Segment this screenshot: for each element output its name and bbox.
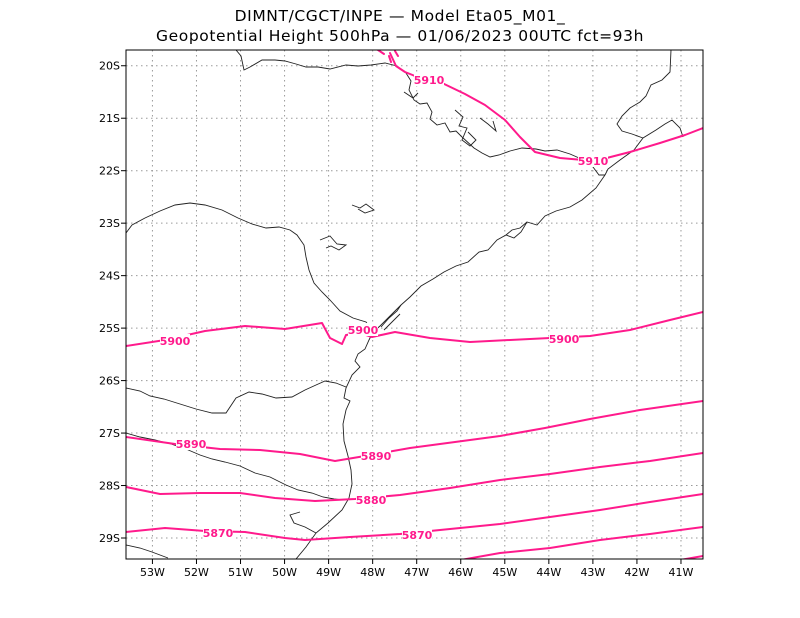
coast-pr-sc bbox=[295, 331, 374, 559]
contour-5880 bbox=[126, 452, 703, 502]
x-tick-label: 50W bbox=[272, 566, 297, 579]
contour-label: 5870 bbox=[402, 528, 433, 542]
contour-label-text: 5890 bbox=[361, 450, 392, 463]
contour-label-text: 5890 bbox=[176, 438, 207, 451]
contour-5860 bbox=[460, 526, 703, 559]
coast-ilha-grande bbox=[505, 221, 528, 236]
x-tick-label: 45W bbox=[492, 566, 517, 579]
contour-closed-north bbox=[377, 50, 399, 63]
border-rs-uy bbox=[126, 544, 169, 559]
y-tick-label: 23S bbox=[99, 217, 120, 230]
contour-label: 5910 bbox=[414, 73, 445, 87]
y-tick-label: 29S bbox=[99, 532, 120, 545]
reservoir-5 bbox=[403, 91, 419, 99]
x-tick-label: 47W bbox=[404, 566, 429, 579]
contour-label-text: 5900 bbox=[549, 333, 580, 346]
state-border-sp-pr bbox=[126, 202, 374, 333]
axes: 53W 52W 51W 50W 49W 48W 47W 46W 45W 44W 43W 42W 41W 2… bbox=[99, 60, 694, 579]
state-border-mg-sp bbox=[235, 50, 605, 176]
state-border-es bbox=[616, 50, 672, 139]
bay-paranagua bbox=[380, 304, 402, 331]
title-line-2: Geopotential Height 500hPa — 01/06/2023 … bbox=[155, 27, 644, 45]
contour-label: 5900 bbox=[160, 334, 191, 348]
contour-label: 5910 bbox=[578, 154, 609, 168]
state-border-sc-rs bbox=[126, 432, 345, 501]
contour-label-text: 5910 bbox=[414, 74, 445, 87]
x-tick-label: 43W bbox=[580, 566, 605, 579]
lagoon-shore bbox=[289, 511, 317, 534]
contour-label-text: 5900 bbox=[348, 324, 379, 337]
contour-label-text: 5870 bbox=[203, 527, 234, 540]
contour-label-text: 5870 bbox=[402, 529, 433, 542]
graticule bbox=[126, 50, 703, 559]
state-border-mg-rj bbox=[604, 119, 684, 176]
contour-labels: 5910 5910 5900 5900 5900 5890 bbox=[160, 73, 609, 542]
coast-sp-rj bbox=[372, 174, 606, 333]
x-tick-label: 44W bbox=[536, 566, 561, 579]
contour-lines bbox=[126, 50, 703, 559]
x-tick-label: 41W bbox=[669, 566, 694, 579]
contour-5900 bbox=[126, 311, 703, 347]
y-tick-label: 24S bbox=[99, 270, 120, 283]
contour-label: 5880 bbox=[356, 493, 387, 507]
contour-label: 5900 bbox=[348, 323, 379, 337]
contour-label: 5900 bbox=[549, 332, 580, 346]
y-tick-label: 28S bbox=[99, 480, 120, 493]
contour-label: 5870 bbox=[203, 526, 234, 540]
y-tick-label: 26S bbox=[99, 375, 120, 388]
contour-label-text: 5880 bbox=[356, 494, 387, 507]
reservoir-2 bbox=[479, 117, 497, 133]
x-tick-label: 51W bbox=[228, 566, 253, 579]
coastline-and-borders bbox=[126, 50, 684, 559]
contour-5850 bbox=[679, 555, 703, 559]
x-tick-label: 53W bbox=[140, 566, 165, 579]
contour-5890 bbox=[126, 400, 703, 462]
state-border-pr-sc bbox=[126, 380, 347, 414]
reservoir-4 bbox=[319, 235, 348, 251]
title-line-1: DIMNT/CGCT/INPE — Model Eta05_M01_ bbox=[234, 7, 566, 25]
reservoir-1 bbox=[454, 109, 477, 147]
x-tick-label: 52W bbox=[184, 566, 209, 579]
map-frame bbox=[125, 49, 704, 560]
y-tick-label: 27S bbox=[99, 427, 120, 440]
x-tick-label: 46W bbox=[448, 566, 473, 579]
x-tick-label: 49W bbox=[316, 566, 341, 579]
x-tick-label: 42W bbox=[624, 566, 649, 579]
contour-label: 5890 bbox=[361, 449, 392, 463]
y-tick-label: 21S bbox=[99, 112, 120, 125]
contour-label: 5890 bbox=[176, 437, 207, 451]
y-tick-label: 20S bbox=[99, 60, 120, 73]
y-tick-label: 25S bbox=[99, 322, 120, 335]
reservoir-3 bbox=[351, 203, 375, 214]
contour-label-text: 5910 bbox=[578, 155, 609, 168]
y-tick-label: 22S bbox=[99, 165, 120, 178]
contour-label-text: 5900 bbox=[160, 335, 191, 348]
contour-5910 bbox=[389, 52, 703, 162]
x-tick-label: 48W bbox=[360, 566, 385, 579]
